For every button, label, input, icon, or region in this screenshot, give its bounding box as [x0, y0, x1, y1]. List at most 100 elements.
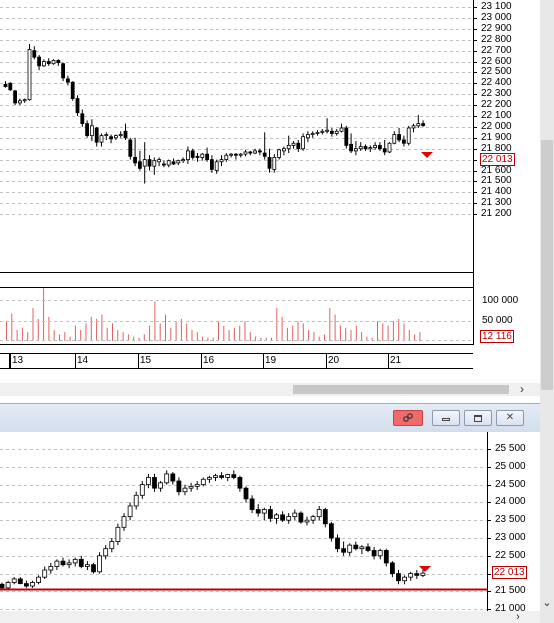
price-axis-label: 22 200 — [481, 98, 512, 110]
candle-body — [304, 519, 310, 523]
date-axis-label: 14 — [77, 355, 89, 366]
candle-body — [408, 573, 414, 578]
candle-body — [152, 477, 157, 489]
candle-body — [396, 573, 401, 582]
candle-body — [3, 83, 8, 87]
candle-body — [383, 550, 389, 564]
candle-body — [176, 160, 181, 164]
price-axis-label: 22 900 — [481, 22, 512, 34]
candle-body — [328, 523, 334, 539]
candle-body — [109, 136, 113, 140]
candle-body — [310, 516, 316, 521]
candle-body — [214, 161, 219, 171]
bottom-last-price-tag: 22 013 — [492, 566, 527, 579]
candle-body — [85, 564, 90, 567]
candle-body — [310, 133, 315, 135]
top-scrollbar-thumb[interactable] — [293, 385, 509, 394]
candle-body — [27, 49, 32, 101]
price-axis-label: 21 000 — [495, 602, 526, 614]
top-scroll-right-button[interactable]: › — [516, 383, 528, 396]
candle-body — [339, 127, 344, 132]
price-axis-label: 24 000 — [495, 495, 526, 507]
candle-body — [17, 578, 23, 584]
candle-body — [387, 142, 392, 153]
candle-body — [61, 63, 65, 79]
candle-body — [382, 148, 387, 153]
candle-body — [243, 151, 248, 155]
candle-body — [219, 159, 224, 163]
price-axis-label: 22 300 — [481, 87, 512, 99]
top-chart-panel — [0, 0, 540, 400]
candle-body — [262, 152, 267, 157]
right-vertical-scrollbar[interactable]: ⌄ — [540, 0, 554, 623]
candle-body — [42, 569, 48, 578]
candle-body — [133, 157, 138, 164]
candle-body — [414, 573, 420, 576]
candle-body — [139, 484, 145, 496]
candle-body — [128, 139, 133, 157]
candle-body — [267, 157, 272, 169]
candle-body — [188, 485, 194, 489]
candle-body — [137, 161, 142, 169]
minimize-button[interactable] — [432, 410, 460, 426]
candle-body — [70, 81, 75, 99]
candle-body — [229, 153, 234, 156]
candle-body — [358, 146, 363, 150]
candle-body — [205, 153, 210, 160]
top-price-chart[interactable] — [0, 0, 540, 400]
scroll-down-button[interactable]: ⌄ — [540, 596, 554, 610]
candle-body — [66, 562, 72, 566]
candle-body — [274, 514, 279, 519]
bottom-chart-panel — [0, 432, 540, 623]
restore-button[interactable] — [464, 410, 492, 426]
candle-body — [248, 151, 253, 154]
candle-body — [36, 576, 41, 583]
candle-body — [200, 153, 205, 158]
chevron-down-icon: ⌄ — [542, 597, 552, 609]
candle-body — [347, 544, 353, 553]
bottom-scroll-right-button[interactable]: › — [516, 611, 520, 623]
candle-body — [224, 154, 229, 161]
date-axis-label: 21 — [390, 355, 402, 366]
candle-body — [402, 576, 408, 582]
price-axis-label: 22 800 — [481, 33, 512, 45]
bottom-last-price-marker-icon — [419, 566, 431, 572]
candle-body — [420, 572, 426, 576]
candle-body — [377, 550, 383, 557]
price-axis-label: 22 100 — [481, 109, 512, 121]
minimize-icon — [442, 417, 450, 421]
top-last-price-value: 22 013 — [482, 154, 513, 165]
candle-body — [54, 560, 60, 567]
candle-body — [32, 50, 37, 58]
candle-body — [91, 564, 96, 573]
date-axis-label: 20 — [328, 355, 340, 366]
candle-body — [377, 145, 382, 150]
candle-body — [286, 516, 292, 521]
price-axis-label: 22 400 — [481, 76, 512, 88]
candle-body — [219, 475, 225, 478]
candle-body — [60, 560, 66, 566]
candle-body — [421, 123, 426, 126]
candle-body — [411, 125, 416, 129]
candle-body — [123, 130, 128, 139]
candle-body — [115, 526, 121, 542]
candle-body — [213, 475, 218, 478]
candle-body — [158, 482, 164, 489]
price-axis-label: 22 000 — [481, 120, 512, 132]
candle-body — [109, 541, 115, 550]
candle-body — [359, 546, 365, 550]
candle-body — [13, 90, 18, 104]
price-axis-label: 21 500 — [495, 584, 526, 596]
candle-body — [353, 544, 359, 550]
link-button[interactable] — [393, 410, 423, 426]
bottom-price-chart[interactable] — [0, 432, 540, 623]
top-horizontal-scrollbar[interactable]: › — [0, 383, 540, 396]
right-scrollbar-thumb[interactable] — [541, 140, 553, 390]
candle-body — [195, 155, 200, 158]
candle-body — [255, 509, 261, 514]
candle-body — [99, 135, 104, 143]
close-button[interactable]: ✕ — [496, 410, 524, 426]
candle-body — [48, 566, 54, 571]
candle-body — [389, 562, 395, 574]
bottom-horizontal-scrollbar[interactable]: › — [0, 611, 540, 623]
